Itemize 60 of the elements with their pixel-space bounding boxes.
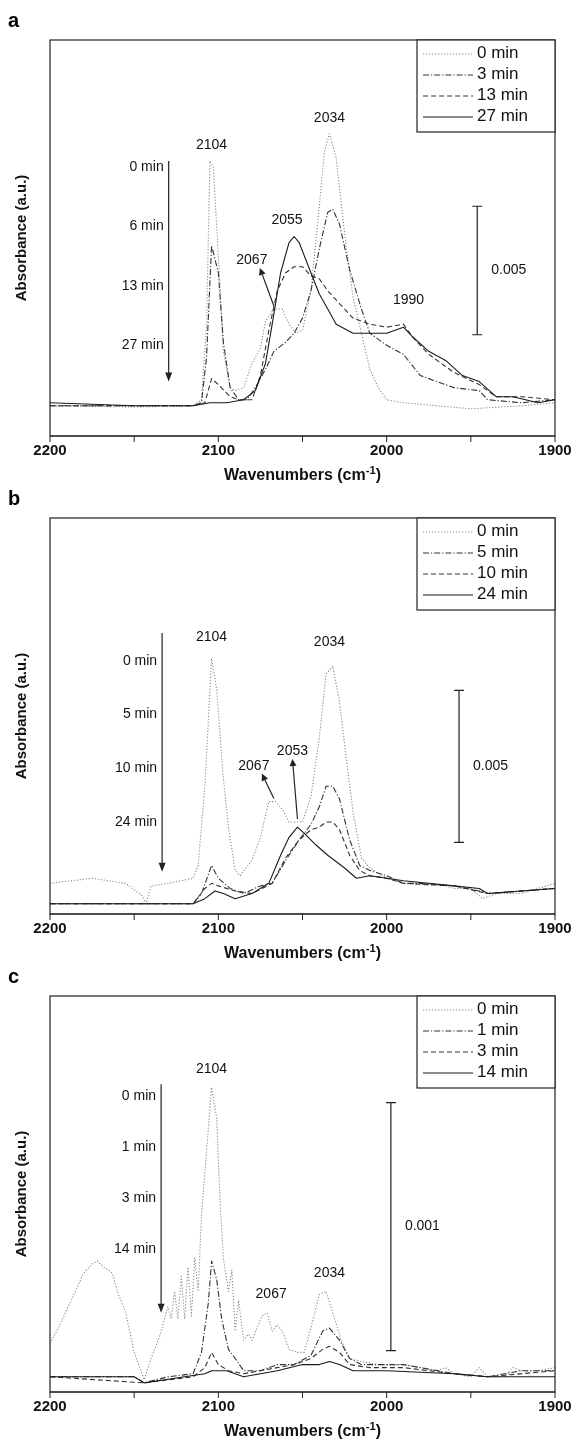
legend-label: 14 min (477, 1062, 529, 1082)
x-axis-title: Wavenumbers (cm$^{-1}$) (224, 942, 381, 961)
x-tick-label: 2200 (33, 918, 67, 936)
annotation: 5 min (122, 705, 158, 722)
x-tick-label: 1900 (538, 1396, 572, 1414)
annotation: 2055 (271, 211, 303, 228)
annotation: 2104 (196, 627, 228, 644)
x-tick-label: 2000 (369, 440, 404, 458)
x-tick-label: 2200 (33, 440, 67, 458)
annotation: 0 min (121, 1087, 157, 1104)
legend-label: 13 min (477, 85, 529, 105)
annotation: 2067 (236, 251, 268, 268)
legend-label: 10 min (477, 563, 529, 583)
legend-label: 3 min (477, 1041, 519, 1061)
x-tick-label: 1900 (538, 918, 572, 936)
x-tick-label: 2100 (201, 1396, 236, 1414)
legend-label: 1 min (477, 1020, 519, 1040)
y-axis-title: Absorbance (a.u.) (11, 174, 29, 302)
annotation: 2034 (313, 1264, 346, 1281)
annotation: 3 min (121, 1188, 157, 1205)
annotation: 14 min (114, 1239, 157, 1256)
legend-label: 3 min (477, 64, 519, 84)
annotation: 10 min (115, 759, 158, 776)
annotation: 0 min (122, 651, 158, 668)
x-axis-title: Wavenumbers (cm$^{-1}$) (224, 1420, 381, 1439)
annotation: 2067 (255, 1284, 287, 1301)
legend-label: 27 min (477, 106, 529, 126)
x-tick-label: 2100 (201, 918, 236, 936)
legend-label: 0 min (477, 43, 519, 63)
annotation: 0.005 (491, 261, 527, 278)
x-tick-label: 1900 (538, 440, 572, 458)
annotation: 13 min (121, 276, 164, 293)
x-tick-label: 2000 (369, 918, 404, 936)
annotation: 2053 (276, 742, 309, 759)
legend-label: 0 min (477, 999, 519, 1019)
y-axis-title: Absorbance (a.u.) (11, 1130, 29, 1258)
x-tick-label: 2000 (369, 1396, 404, 1414)
legend-label: 5 min (477, 542, 519, 562)
annotation: 0.001 (404, 1217, 441, 1234)
annotation: 1990 (392, 291, 425, 308)
annotation: 2104 (196, 135, 228, 152)
x-axis-title: Wavenumbers (cm$^{-1}$) (224, 464, 381, 483)
annotation: 24 min (115, 812, 158, 829)
y-axis-title: Absorbance (a.u.) (11, 652, 29, 780)
chart-title: c (8, 964, 21, 989)
annotation: 6 min (129, 217, 164, 234)
annotation: 27 min (121, 336, 164, 353)
annotation: 2034 (313, 633, 346, 650)
annotation: 2104 (196, 1060, 228, 1077)
x-tick-label: 2100 (201, 440, 236, 458)
annotation: 2034 (313, 108, 346, 125)
annotation: 2067 (238, 756, 270, 773)
legend-label: 0 min (477, 521, 519, 541)
x-tick-label: 2200 (33, 1396, 67, 1414)
annotation: 1 min (121, 1138, 157, 1154)
chart-title: b (8, 486, 22, 511)
chart-title: a (8, 8, 21, 33)
annotation: 0 min (129, 157, 164, 174)
annotation: 0.005 (473, 757, 509, 774)
legend-label: 24 min (477, 584, 529, 604)
